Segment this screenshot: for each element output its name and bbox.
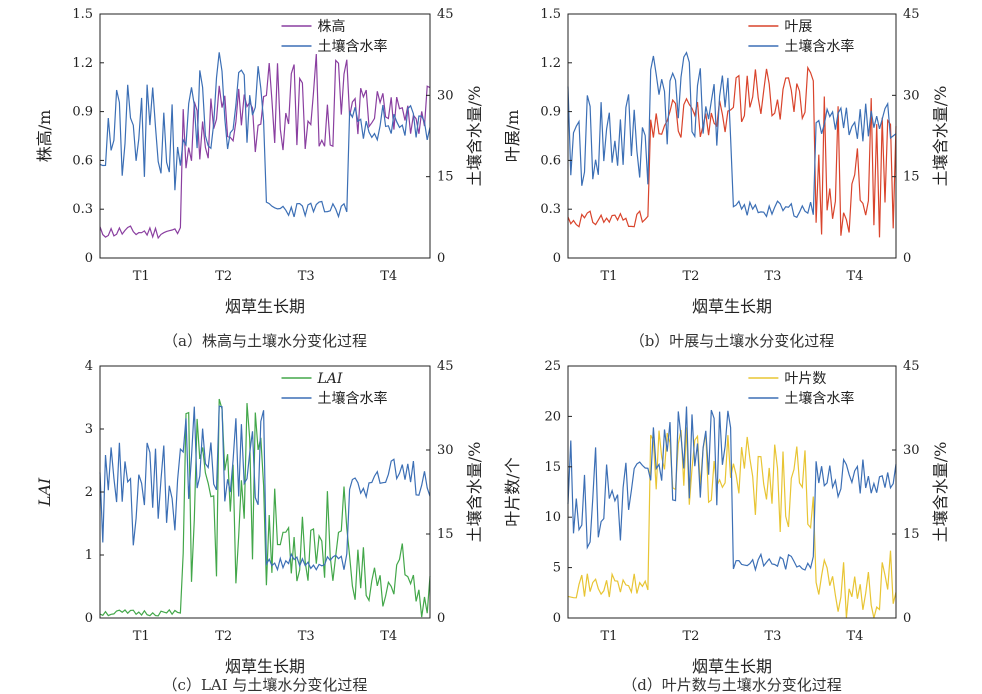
x-tick-label: T2 <box>683 269 700 284</box>
y-tick-label-left: 0.6 <box>72 153 93 168</box>
x-axis-label: 烟草生长期 <box>225 657 305 676</box>
x-tick-label: T4 <box>847 629 864 644</box>
legend-label: 株高 <box>318 18 346 35</box>
y-axis-label-left: 叶片数/个 <box>503 457 522 526</box>
plot-frame <box>567 13 897 259</box>
x-tick-label: T2 <box>683 629 700 644</box>
series-line-soil-moisture <box>567 406 897 572</box>
y-axis-label-right: 土壤含水量/% <box>465 86 484 187</box>
y-tick-label-right: 45 <box>437 7 454 22</box>
y-tick-label-left: 4 <box>85 359 93 374</box>
y-axis-label-right: 土壤含水量/% <box>931 442 950 543</box>
x-tick-label: T1 <box>133 269 150 284</box>
y-tick-label-left: 1.5 <box>72 7 93 22</box>
y-tick-label-left: 5 <box>553 561 561 576</box>
panel-caption: （b）叶展与土壤水分变化过程 <box>630 332 835 350</box>
y-tick-label-right: 30 <box>437 88 454 103</box>
x-axis-label: 烟草生长期 <box>692 657 772 676</box>
series-line-primary <box>99 53 431 240</box>
x-axis-label: 烟草生长期 <box>225 297 305 316</box>
x-tick-label: T4 <box>380 629 397 644</box>
legend-label: 土壤含水率 <box>784 38 854 55</box>
y-tick-label-right: 30 <box>437 443 454 458</box>
y-tick-label-left: 0 <box>85 611 93 626</box>
x-tick-label: T4 <box>847 269 864 284</box>
y-tick-label-right: 0 <box>903 611 911 626</box>
y-tick-label-left: 1.2 <box>540 56 561 71</box>
y-tick-label-left: 0 <box>553 251 561 266</box>
plot-frame <box>99 13 431 259</box>
y-tick-label-right: 0 <box>903 251 911 266</box>
x-tick-label: T2 <box>215 629 232 644</box>
series-line-primary <box>99 398 431 618</box>
chart-panel-3: 0 5 10 15 20 25 0 15 30 45 T1 T2 T3 T4 烟草生长期 叶片数/个 土壤含水量… <box>503 359 950 694</box>
y-axis-label-left: LAI <box>35 477 54 507</box>
y-tick-label-left: 15 <box>544 460 561 475</box>
y-tick-label-left: 25 <box>544 359 561 374</box>
panel-caption: （a）株高与土壤水分变化过程 <box>163 332 367 350</box>
y-tick-label-left: 0 <box>553 611 561 626</box>
chart-panel-1: 0 0.3 0.6 0.9 1.2 1.5 0 15 30 45 T1 T2 T3 T4 烟草生长期 叶展/m… <box>503 7 950 350</box>
y-tick-label-right: 45 <box>903 359 920 374</box>
legend-label: 土壤含水率 <box>784 390 854 407</box>
y-tick-label-right: 45 <box>903 7 920 22</box>
y-tick-label-left: 10 <box>544 510 561 525</box>
y-tick-label-right: 0 <box>437 251 445 266</box>
y-tick-label-left: 0.9 <box>72 105 93 120</box>
series-line-primary <box>567 65 897 238</box>
y-tick-label-left: 0 <box>85 251 93 266</box>
panel-caption: （c）LAI 与土壤水分变化过程 <box>163 676 368 694</box>
series-line-soil-moisture <box>567 51 897 219</box>
x-tick-label: T1 <box>133 629 150 644</box>
x-tick-label: T1 <box>601 269 618 284</box>
y-axis-label-right: 土壤含水量/% <box>931 86 950 187</box>
y-axis-label-left: 叶展/m <box>503 110 522 163</box>
y-tick-label-left: 3 <box>85 422 93 437</box>
y-tick-label-left: 0.9 <box>540 105 561 120</box>
x-tick-label: T4 <box>380 269 397 284</box>
y-tick-label-right: 45 <box>437 359 454 374</box>
x-tick-label: T1 <box>601 629 618 644</box>
chart-panel-2: 0 1 2 3 4 0 15 30 45 T1 T2 T3 T4 烟草生长期 LAI 土壤含水量/% LAI 土壤… <box>35 359 484 694</box>
y-tick-label-left: 1.2 <box>72 56 93 71</box>
legend-label: 土壤含水率 <box>318 38 388 55</box>
plot-frame <box>567 365 897 619</box>
y-tick-label-right: 30 <box>903 443 920 458</box>
y-tick-label-left: 20 <box>544 409 561 424</box>
y-tick-label-right: 15 <box>903 527 920 542</box>
series-line-soil-moisture <box>99 52 431 219</box>
x-tick-label: T3 <box>298 269 315 284</box>
y-tick-label-right: 0 <box>437 611 445 626</box>
x-axis-label: 烟草生长期 <box>692 297 772 316</box>
y-axis-label-left: 株高/m <box>35 110 54 163</box>
x-tick-label: T3 <box>298 629 315 644</box>
y-axis-label-right: 土壤含水量/% <box>465 442 484 543</box>
legend-label: 叶片数 <box>784 371 826 387</box>
x-tick-label: T2 <box>215 269 232 284</box>
y-tick-label-left: 2 <box>85 485 93 500</box>
y-tick-label-left: 0.3 <box>72 202 93 217</box>
y-tick-label-left: 1.5 <box>540 7 561 22</box>
x-tick-label: T3 <box>765 629 782 644</box>
legend-label: 土壤含水率 <box>318 390 388 407</box>
y-tick-label-right: 15 <box>437 170 454 185</box>
x-tick-label: T3 <box>765 269 782 284</box>
y-tick-label-left: 0.3 <box>540 202 561 217</box>
panel-caption: （d）叶片数与土壤水分变化过程 <box>622 676 842 694</box>
y-tick-label-right: 30 <box>903 88 920 103</box>
y-tick-label-right: 15 <box>903 170 920 185</box>
chart-panel-0: 0 0.3 0.6 0.9 1.2 1.5 0 15 30 45 T1 T2 T3 T4 烟草生长期 株高/m… <box>35 7 484 350</box>
legend-label: LAI <box>317 371 343 387</box>
y-tick-label-left: 0.6 <box>540 153 561 168</box>
legend-label: 叶展 <box>784 19 812 35</box>
series-line-soil-moisture <box>99 405 431 572</box>
y-tick-label-right: 15 <box>437 527 454 542</box>
y-tick-label-left: 1 <box>85 548 93 563</box>
